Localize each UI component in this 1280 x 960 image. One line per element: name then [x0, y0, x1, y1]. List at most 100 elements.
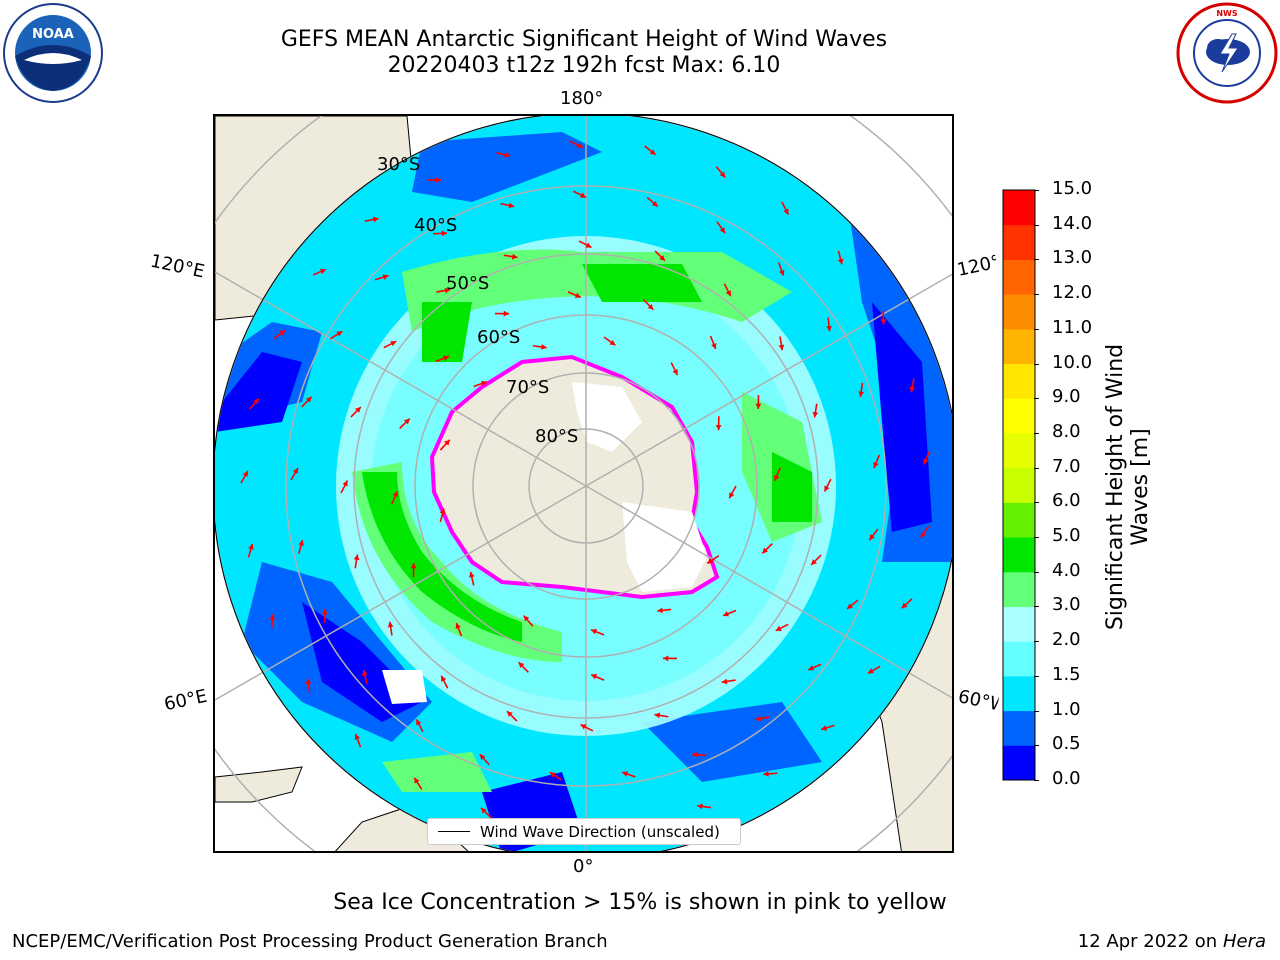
wave-direction-arrowhead: [253, 398, 259, 405]
wave-direction-arrowhead: [416, 719, 422, 726]
wave-direction-arrowhead: [507, 711, 513, 717]
wave-direction-arrowhead: [762, 547, 769, 554]
wave-direction-arrowhead: [775, 625, 782, 631]
wave-direction-arrowhead: [719, 227, 726, 234]
footer-date: 12 Apr 2022 on Hera: [1078, 931, 1266, 952]
svg-text:NWS: NWS: [1216, 9, 1238, 18]
wave-direction-arrowhead: [442, 355, 449, 361]
colorbar-tick-label: 14.0: [1052, 212, 1093, 234]
colorbar-tick-label: 9.0: [1052, 386, 1081, 408]
wave-direction-arrowhead: [783, 208, 789, 215]
colorbar-swatch: [1003, 675, 1035, 712]
colorbar-tick-label: 6.0: [1052, 490, 1081, 512]
colorbar-tick: [1034, 432, 1039, 434]
colorbar-tick-label: 2.0: [1052, 629, 1081, 651]
colorbar-tick: [1034, 780, 1039, 781]
wave-direction-arrowhead: [549, 772, 556, 778]
wave-direction-arrowhead: [523, 615, 530, 622]
colorbar-tick: [1034, 675, 1039, 677]
wave-direction-arrowhead: [279, 330, 286, 336]
lat-label-50s: 50°S: [446, 273, 489, 294]
colorbar-tick-label: 0.5: [1052, 733, 1081, 755]
wave-direction-arrowhead: [480, 807, 487, 814]
wave-direction-arrowhead: [826, 325, 832, 332]
wave-direction-arrowhead: [651, 200, 658, 207]
lon-label-180: 180°: [560, 88, 604, 109]
wave-direction-arrowhead: [692, 751, 698, 758]
wave-direction-arrowhead: [508, 202, 515, 209]
wave-direction-arrowhead: [382, 274, 389, 280]
lon-label-0: 0°: [573, 856, 594, 877]
wave-direction-arrowhead: [362, 669, 368, 676]
colorbar-tick-label: 13.0: [1052, 247, 1093, 269]
colorbar-tick: [1034, 710, 1039, 712]
noaa-logo: NOAA: [3, 3, 103, 103]
colorbar-swatch: [1003, 467, 1035, 503]
noaa-logo-text: NOAA: [32, 27, 74, 42]
wave-direction-arrowhead: [824, 485, 830, 492]
colorbar-swatch: [1003, 432, 1035, 469]
wave-direction-arrowhead: [609, 339, 616, 346]
colorbar-swatch: [1003, 259, 1035, 295]
legend-line-icon: [438, 831, 470, 832]
wave-direction-arrowhead: [755, 403, 762, 410]
wave-direction-arrowhead: [723, 611, 730, 617]
wave-direction-arrowhead: [755, 715, 762, 722]
polar-map: 30°S 40°S 50°S 60°S 70°S 80°S: [215, 116, 952, 851]
wave-direction-arrowhead: [518, 662, 525, 669]
wave-direction-arrowhead: [414, 777, 420, 784]
wave-direction-arrowhead: [321, 608, 328, 615]
graticule: [215, 116, 952, 851]
footer-machine: Hera: [1222, 931, 1266, 952]
colorbar-swatch: [1003, 641, 1035, 677]
wave-direction-arrowhead: [435, 177, 441, 183]
wave-direction-arrowhead: [269, 614, 276, 620]
wave-direction-arrowhead: [837, 258, 844, 265]
wave-direction-arrowhead: [319, 268, 326, 275]
footer-branch: NCEP/EMC/Verification Post Processing Pr…: [12, 931, 608, 952]
colorbar-swatch: [1003, 294, 1035, 330]
wave-direction-arrowhead: [711, 342, 717, 349]
colorbar-tick: [1034, 641, 1039, 643]
wave-direction-arrowhead: [439, 508, 446, 515]
wave-direction-arrowhead: [353, 554, 360, 561]
wave-direction-arrowhead: [778, 344, 785, 351]
lat-label-80s: 80°S: [535, 426, 578, 447]
wave-direction-arrowhead: [410, 562, 417, 569]
colorbar-swatch: [1003, 224, 1035, 260]
wave-direction-arrowhead: [591, 629, 598, 635]
colorbar-title: Significant Height of Wind Waves [m]: [1103, 337, 1153, 637]
colorbar-tick-label: 3.0: [1052, 594, 1081, 616]
colorbar-swatch: [1003, 571, 1035, 607]
wave-direction-arrowhead: [647, 303, 654, 310]
wave-direction-arrowhead: [305, 396, 312, 403]
colorbar-tick-label: 7.0: [1052, 455, 1081, 477]
colorbar-swatch: [1003, 606, 1035, 642]
sea-ice-note: Sea Ice Concentration > 15% is shown in …: [333, 890, 947, 915]
wave-direction-arrowhead: [580, 192, 587, 198]
wave-direction-arrowhead: [441, 230, 448, 237]
madagascar-land: [215, 766, 303, 803]
lat-label-70s: 70°S: [506, 377, 549, 398]
wave-direction-arrowhead: [909, 386, 916, 393]
colorbar-swatch: [1003, 363, 1035, 399]
wave-direction-arrowhead: [580, 724, 587, 730]
wave-direction-arrowhead: [873, 461, 879, 468]
lon-label-60w: 60°W: [956, 686, 1000, 715]
wave-direction-arrowhead: [336, 331, 343, 337]
wave-direction-arrowhead: [372, 216, 379, 223]
wave-direction-arrowhead: [403, 418, 410, 425]
chart-title: GEFS MEAN Antarctic Significant Height o…: [280, 27, 888, 52]
wave-direction-arrowhead: [880, 319, 887, 325]
wave-direction-arrowhead: [355, 407, 361, 413]
colorbar-tick-label: 4.0: [1052, 559, 1081, 581]
wave-direction-arrowhead: [659, 255, 665, 261]
lon-label-60e: 60°E: [162, 685, 209, 716]
wave-direction-arrowhead: [511, 253, 518, 260]
wave-direction-arrowhead: [504, 152, 511, 158]
colorbar-tick: [1034, 571, 1039, 573]
colorbar-tick: [1034, 294, 1039, 296]
colorbar-tick-label: 1.5: [1052, 663, 1081, 685]
colorbar-tick-label: 12.0: [1052, 282, 1093, 304]
colorbar-title-line1: Significant Height of Wind: [1103, 343, 1128, 631]
